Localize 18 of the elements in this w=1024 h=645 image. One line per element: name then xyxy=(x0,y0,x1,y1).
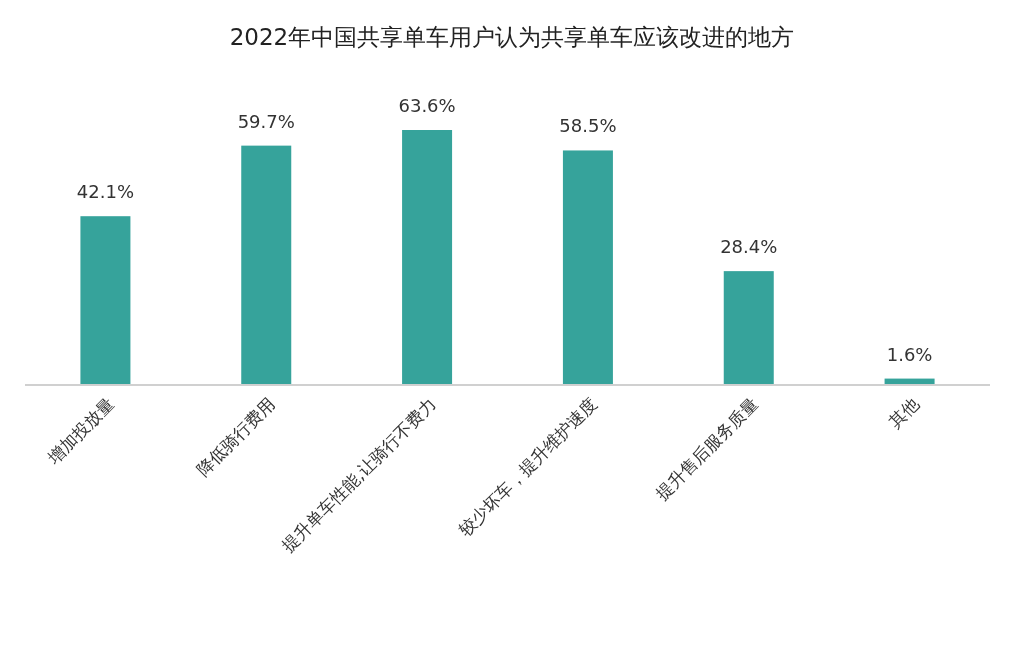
bar xyxy=(562,150,613,385)
data-label: 1.6% xyxy=(886,343,933,365)
x-tick-label: 较少坏车，提升维护速度 xyxy=(454,393,601,541)
x-tick-label: 增加投放量 xyxy=(43,393,119,469)
bar xyxy=(241,145,292,385)
x-tick-label: 其他 xyxy=(884,393,923,432)
bar xyxy=(402,130,453,385)
data-label: 58.5% xyxy=(559,115,617,137)
chart-title: 2022年中国共享单车用户认为共享单车应该改进的地方 xyxy=(229,24,795,50)
x-tick-label: 提升售后服务质量 xyxy=(651,393,762,504)
data-label: 42.1% xyxy=(76,181,135,203)
data-label: 28.4% xyxy=(720,236,778,258)
bar xyxy=(80,216,131,385)
bar xyxy=(723,271,774,385)
x-tick-label: 提升单车性能,让骑行不费力 xyxy=(277,393,440,556)
data-label: 63.6% xyxy=(398,95,456,116)
data-label: 59.7% xyxy=(237,110,295,132)
x-tick-label: 降低骑行费用 xyxy=(192,393,280,480)
